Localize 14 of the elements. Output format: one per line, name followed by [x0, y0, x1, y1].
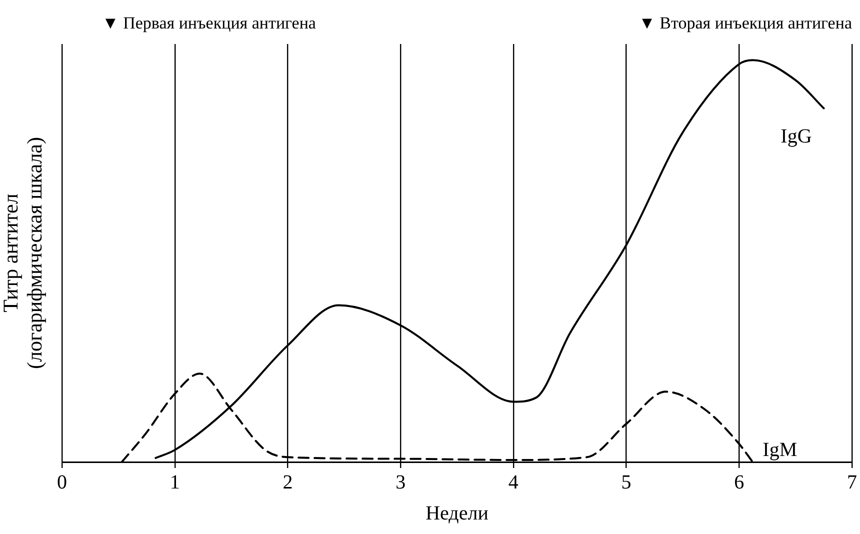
- x-tick-label: 5: [621, 471, 632, 494]
- text: ▼ Вторая инъекция антигена: [638, 13, 852, 32]
- y-axis-title: Титр антител (логарифмическая шкала): [0, 137, 47, 369]
- text: ▼ Первая инъекция антигена: [102, 13, 316, 32]
- series-label: IgM: [762, 439, 798, 461]
- x-tick-label: 4: [508, 471, 518, 494]
- series-label: IgG: [780, 125, 812, 148]
- x-tick-label: 1: [170, 471, 180, 494]
- x-tick-label: 7: [847, 471, 857, 494]
- x-tick-label: 2: [282, 471, 293, 494]
- x-axis-title: Недели: [426, 502, 489, 524]
- x-tick-label: 3: [396, 471, 406, 494]
- x-tick-label: 6: [734, 471, 744, 494]
- x-tick-label: 0: [57, 471, 67, 494]
